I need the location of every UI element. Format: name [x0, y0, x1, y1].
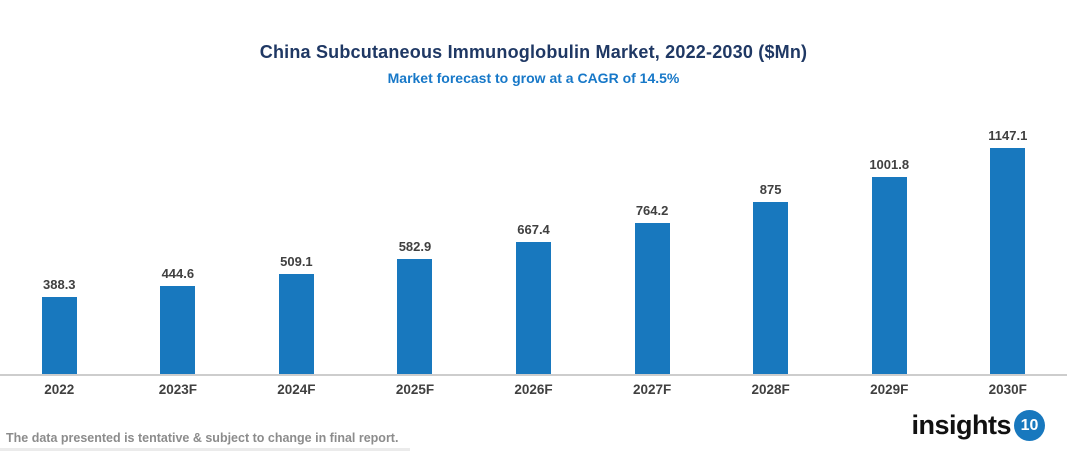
bar-value-label: 667.4: [517, 222, 550, 237]
bar-column: 582.9: [356, 239, 475, 374]
x-axis-label: 2025F: [395, 382, 435, 397]
plot-area: 388.3 444.6 509.1 582.9 667.4 764.2 875 1001.8 1…: [0, 100, 1067, 374]
bar-column: 509.1: [237, 254, 356, 374]
bar-column: 444.6: [119, 266, 238, 374]
x-axis-label: 2024F: [277, 382, 316, 397]
bar-value-label: 1147.1: [988, 128, 1028, 143]
logo-text: insights: [911, 410, 1011, 440]
bar: [990, 148, 1026, 374]
x-axis-label: 2022: [44, 382, 75, 397]
bar-column: 764.2: [593, 203, 712, 374]
chart-subtitle: Market forecast to grow at a CAGR of 14.…: [387, 70, 680, 86]
chart-header: China Subcutaneous Immunoglobulin Market…: [0, 42, 1067, 86]
bar-column: 667.4: [474, 222, 593, 374]
bar-value-label: 509.1: [280, 254, 313, 269]
bar: [871, 177, 907, 374]
bar-column: 388.3: [0, 277, 119, 374]
bar-chart: 388.3 444.6 509.1 582.9 667.4 764.2 875 1001.8 1…: [0, 100, 1067, 397]
insights10-logo: insights 10: [911, 410, 1045, 441]
bar-column: 875: [711, 182, 830, 374]
bar-value-label: 875: [759, 182, 782, 197]
disclaimer-text: The data presented is tentative & subjec…: [6, 431, 399, 445]
x-axis-label: 2023F: [158, 382, 197, 397]
x-axis-label: 2029F: [870, 382, 909, 397]
bar: [278, 274, 314, 374]
bar-value-label: 1001.8: [869, 157, 910, 172]
x-axis-line: [0, 374, 1067, 376]
bar: [160, 286, 196, 374]
logo-badge-10: 10: [1014, 410, 1045, 441]
x-axis-label: 2030F: [988, 382, 1027, 397]
bar-value-label: 582.9: [398, 239, 432, 254]
bar: [41, 297, 77, 374]
bar: [634, 223, 670, 374]
bar: [516, 242, 552, 374]
chart-title: China Subcutaneous Immunoglobulin Market…: [259, 42, 808, 62]
bar-column: 1001.8: [830, 157, 949, 374]
bar: [397, 259, 433, 374]
x-axis-label: 2026F: [514, 382, 553, 397]
x-axis-label: 2028F: [751, 382, 790, 397]
bar: [753, 202, 789, 374]
bar-value-label: 764.2: [635, 203, 669, 218]
footer-divider: [0, 448, 410, 451]
x-axis-label: 2027F: [632, 382, 672, 397]
bar-value-label: 388.3: [43, 277, 76, 292]
x-axis-labels: 2022 2023F 2024F 2025F 2026F 2027F 2028F 2029F 2…: [0, 376, 1067, 397]
bar-column: 1147.1: [949, 128, 1067, 374]
bar-value-label: 444.6: [161, 266, 195, 281]
